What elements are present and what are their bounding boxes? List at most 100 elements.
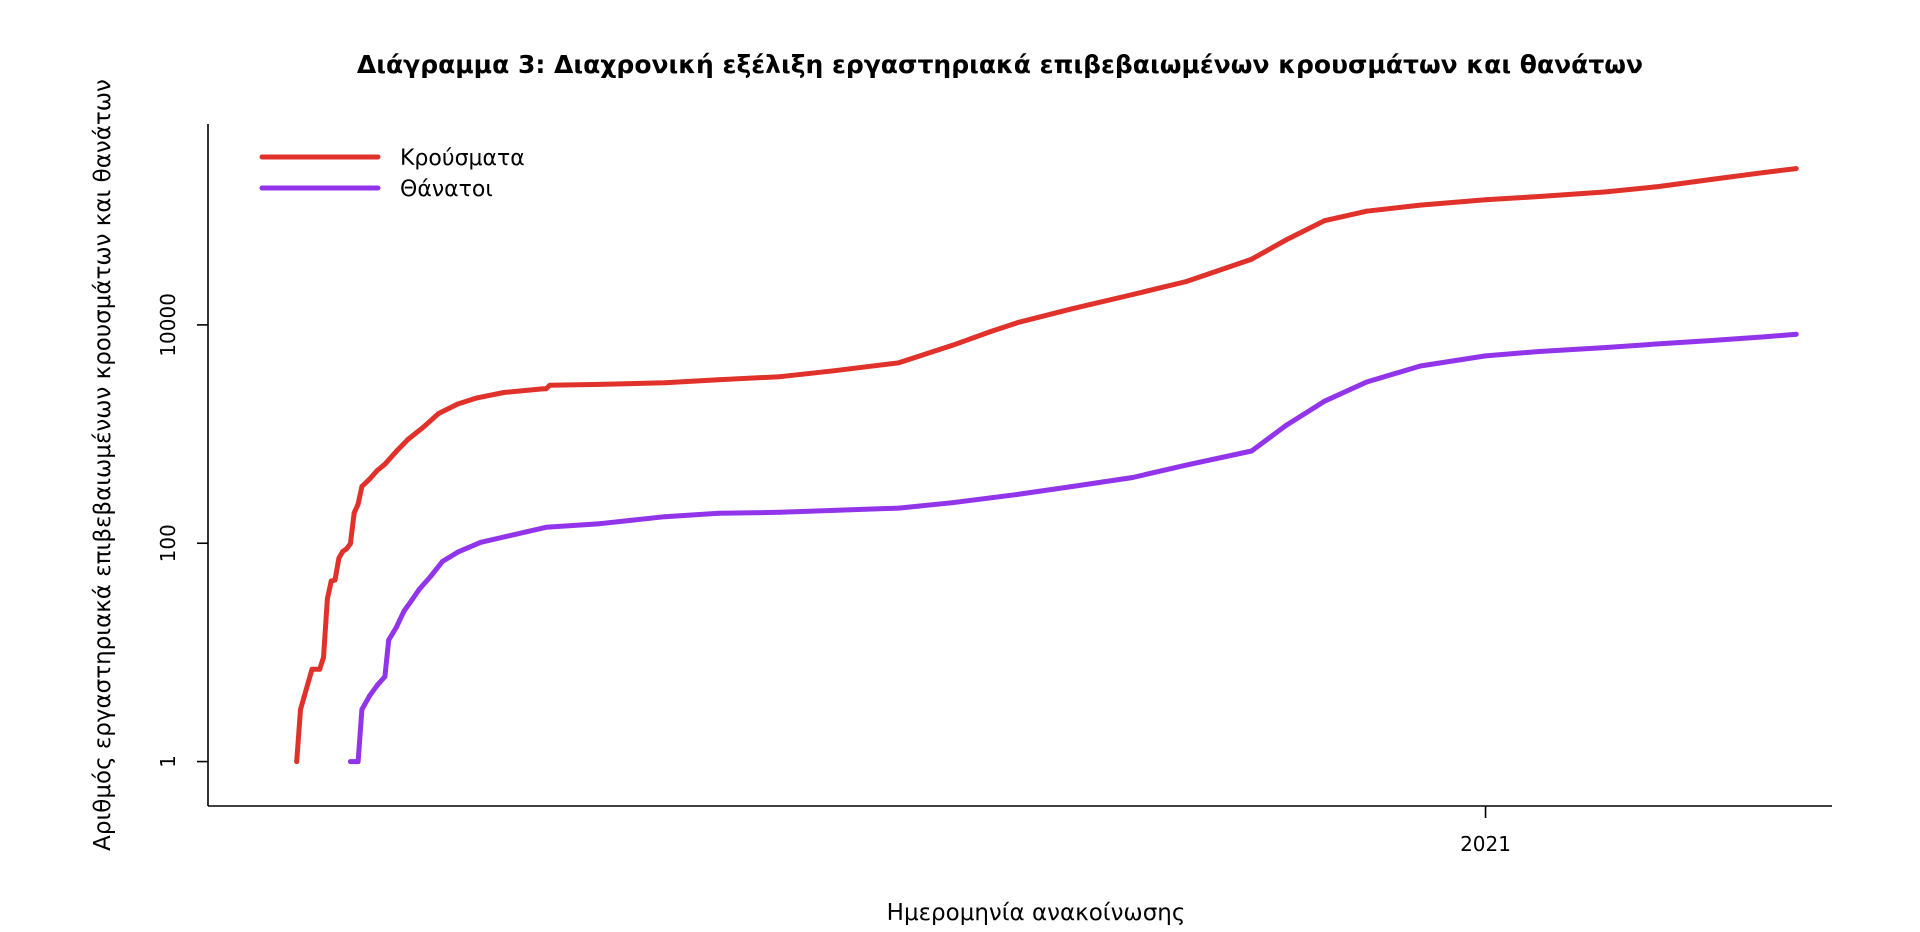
data-point: [417, 586, 422, 592]
data-point: [440, 559, 445, 564]
data-point: [455, 401, 461, 407]
data-point: [1015, 492, 1021, 497]
legend-label: Θάνατοι: [400, 177, 493, 202]
data-point: [374, 468, 380, 473]
series-line-cases: [294, 166, 1799, 765]
data-point: [474, 395, 480, 401]
data-point: [1483, 353, 1488, 359]
data-point: [325, 596, 330, 602]
data-point: [355, 501, 361, 507]
data-point: [662, 514, 668, 520]
data-point: [374, 682, 380, 688]
data-point: [317, 666, 323, 672]
x-axis-label: Ημερομηνία ανακοίνωσης: [887, 900, 1186, 926]
data-point: [340, 549, 346, 554]
x-axis-ticks: 2021: [1460, 806, 1511, 856]
series-line-deaths: [347, 331, 1799, 765]
data-point: [382, 674, 388, 679]
data-point: [336, 555, 342, 561]
legend-label: Κρούσματα: [400, 146, 525, 171]
data-point: [1130, 292, 1136, 297]
data-point: [1417, 363, 1423, 369]
data-point: [394, 624, 399, 630]
data-point: [420, 424, 426, 430]
data-point: [294, 759, 300, 764]
data-point: [1184, 279, 1189, 284]
data-point: [1015, 320, 1021, 325]
data-point: [344, 546, 349, 552]
data-point: [1184, 462, 1189, 468]
data-point: [543, 524, 549, 530]
chart-title: Διάγραμμα 3: Διαχρονική εξέλιξη εργαστηρ…: [357, 50, 1643, 79]
data-point: [1249, 256, 1254, 262]
data-point: [1602, 345, 1607, 350]
data-point: [355, 759, 361, 764]
data-point: [831, 508, 836, 513]
data-point: [1322, 398, 1327, 404]
data-point: [348, 541, 353, 547]
data-point: [1364, 379, 1370, 385]
data-point: [662, 380, 668, 386]
data-point: [716, 510, 721, 516]
data-point: [896, 360, 902, 366]
data-point: [1283, 237, 1289, 243]
data-point: [1655, 341, 1661, 347]
data-point: [1763, 169, 1768, 175]
data-point: [501, 390, 507, 395]
data-point: [298, 707, 303, 712]
data-point: [302, 693, 307, 699]
data-point: [348, 759, 353, 764]
data-point: [716, 377, 721, 383]
data-point: [359, 484, 365, 489]
data-point: [405, 437, 411, 442]
data-point: [409, 597, 415, 603]
data-point: [1322, 218, 1327, 224]
data-point: [478, 539, 484, 545]
data-point: [328, 578, 334, 584]
data-point: [950, 500, 955, 506]
y-axis-ticks: 1 100 10000: [156, 293, 208, 768]
data-point: [1793, 166, 1799, 172]
data-point: [309, 666, 315, 672]
data-point: [1763, 334, 1768, 340]
data-point: [777, 374, 783, 380]
data-point: [332, 577, 338, 583]
legend: Κρούσματα Θάνατοι: [259, 146, 525, 202]
data-point: [436, 411, 441, 416]
data-point: [597, 521, 603, 527]
data-point: [1483, 197, 1488, 203]
data-point: [455, 549, 461, 555]
data-point: [1793, 331, 1799, 337]
data-point: [1417, 202, 1423, 208]
series-layer: [294, 166, 1799, 765]
data-point: [382, 461, 388, 467]
data-point: [359, 707, 365, 712]
data-point: [321, 655, 326, 660]
data-point: [1069, 306, 1074, 312]
data-point: [950, 342, 955, 348]
data-point: [1364, 208, 1370, 214]
data-point: [597, 382, 603, 387]
data-point: [1709, 338, 1715, 343]
y-axis-label: Αριθμός εργαστηριακά επιβεβαιωμένων κρου…: [90, 79, 116, 851]
y-tick-label: 100: [156, 524, 180, 562]
data-point: [1069, 484, 1074, 489]
data-point: [777, 509, 783, 515]
data-point: [367, 476, 372, 482]
data-point: [394, 448, 399, 454]
data-point: [1602, 189, 1607, 195]
data-point: [1655, 184, 1661, 190]
data-point: [988, 329, 994, 334]
data-point: [547, 382, 553, 388]
data-point: [386, 637, 392, 643]
data-point: [351, 510, 357, 516]
data-point: [896, 505, 902, 511]
data-point: [539, 386, 545, 392]
data-point: [543, 386, 549, 392]
data-point: [831, 368, 836, 374]
y-tick-label: 1: [156, 755, 180, 768]
data-point: [1283, 423, 1289, 428]
data-point: [1130, 475, 1136, 480]
data-point: [401, 608, 407, 614]
